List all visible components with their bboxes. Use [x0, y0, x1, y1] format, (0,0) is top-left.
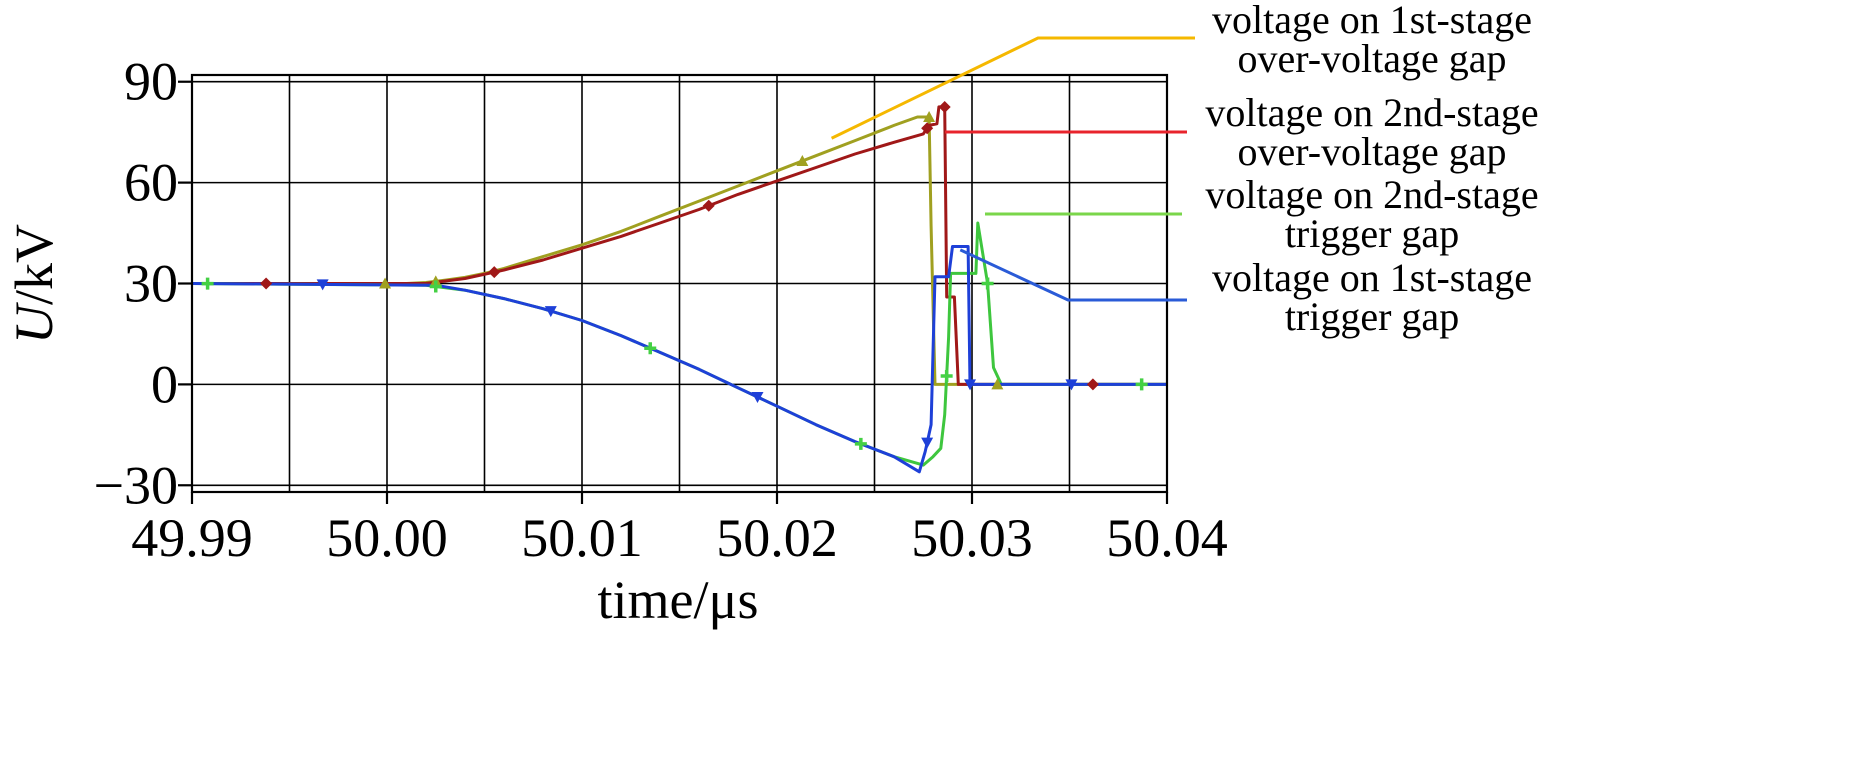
- legend-label-2: over-voltage gap: [1237, 129, 1506, 174]
- series-marker-3: [644, 342, 657, 355]
- legend-leader-1: [830, 36, 1195, 140]
- legend-label-1: voltage on 1st-stage: [1212, 0, 1532, 42]
- series-marker-4: [544, 306, 557, 318]
- series-marker-2: [488, 266, 501, 279]
- series-marker-4: [1065, 379, 1078, 391]
- legend-label-3: voltage on 2nd-stage: [1205, 172, 1538, 217]
- y-tick-label: 60: [124, 153, 178, 213]
- series-marker-1: [991, 378, 1004, 390]
- x-tick-label: 50.01: [521, 508, 643, 568]
- series-marker-2: [938, 100, 951, 113]
- series-marker-3: [429, 280, 442, 293]
- legend-leaders: [830, 36, 1195, 302]
- marker-layer: [201, 100, 1148, 450]
- legend-label-3: trigger gap: [1285, 211, 1459, 256]
- series-marker-2: [1086, 378, 1099, 391]
- y-axis-title: U/kV: [4, 224, 64, 344]
- y-tick-label: 0: [151, 354, 178, 414]
- y-tick-label: 90: [124, 52, 178, 112]
- x-tick-label: 50.02: [716, 508, 838, 568]
- legend-label-4: voltage on 1st-stage: [1212, 255, 1532, 300]
- legend-leader-4: [959, 248, 1187, 302]
- series-marker-4: [964, 379, 977, 391]
- y-tick-label: 30: [124, 254, 178, 314]
- series-marker-3: [981, 277, 994, 290]
- legend-label-2: voltage on 2nd-stage: [1205, 90, 1538, 135]
- series-marker-3: [1135, 378, 1148, 391]
- y-axis-variable: U: [4, 302, 64, 344]
- tick-labels: 49.99 50.00 50.01 50.02 50.03 50.04 −30 0 30 60 90: [94, 52, 1228, 568]
- series-line-2: [192, 105, 1167, 386]
- legend-label-4: trigger gap: [1285, 294, 1459, 339]
- series-marker-2: [260, 277, 273, 290]
- series-marker-2: [702, 199, 715, 212]
- series-marker-1: [379, 277, 392, 289]
- series-marker-2: [921, 122, 934, 135]
- x-tick-label: 50.00: [326, 508, 448, 568]
- series-marker-3: [940, 369, 953, 382]
- series-marker-3: [201, 277, 214, 290]
- series-marker-4: [316, 279, 329, 291]
- x-tick-label: 49.99: [131, 508, 253, 568]
- y-axis-unit: /kV: [4, 224, 64, 305]
- series-marker-1: [796, 155, 809, 167]
- x-tick-label: 50.04: [1106, 508, 1228, 568]
- x-tick-label: 50.03: [911, 508, 1033, 568]
- x-axis-title: time/μs: [598, 570, 759, 630]
- series-marker-1: [923, 111, 936, 123]
- series-marker-4: [921, 437, 934, 449]
- legend-label-1: over-voltage gap: [1237, 36, 1506, 81]
- series-marker-3: [854, 437, 867, 450]
- y-tick-label: −30: [94, 455, 178, 515]
- series-line-4: [191, 245, 1167, 474]
- series-marker-4: [751, 391, 764, 403]
- frame-layer: [178, 73, 1169, 504]
